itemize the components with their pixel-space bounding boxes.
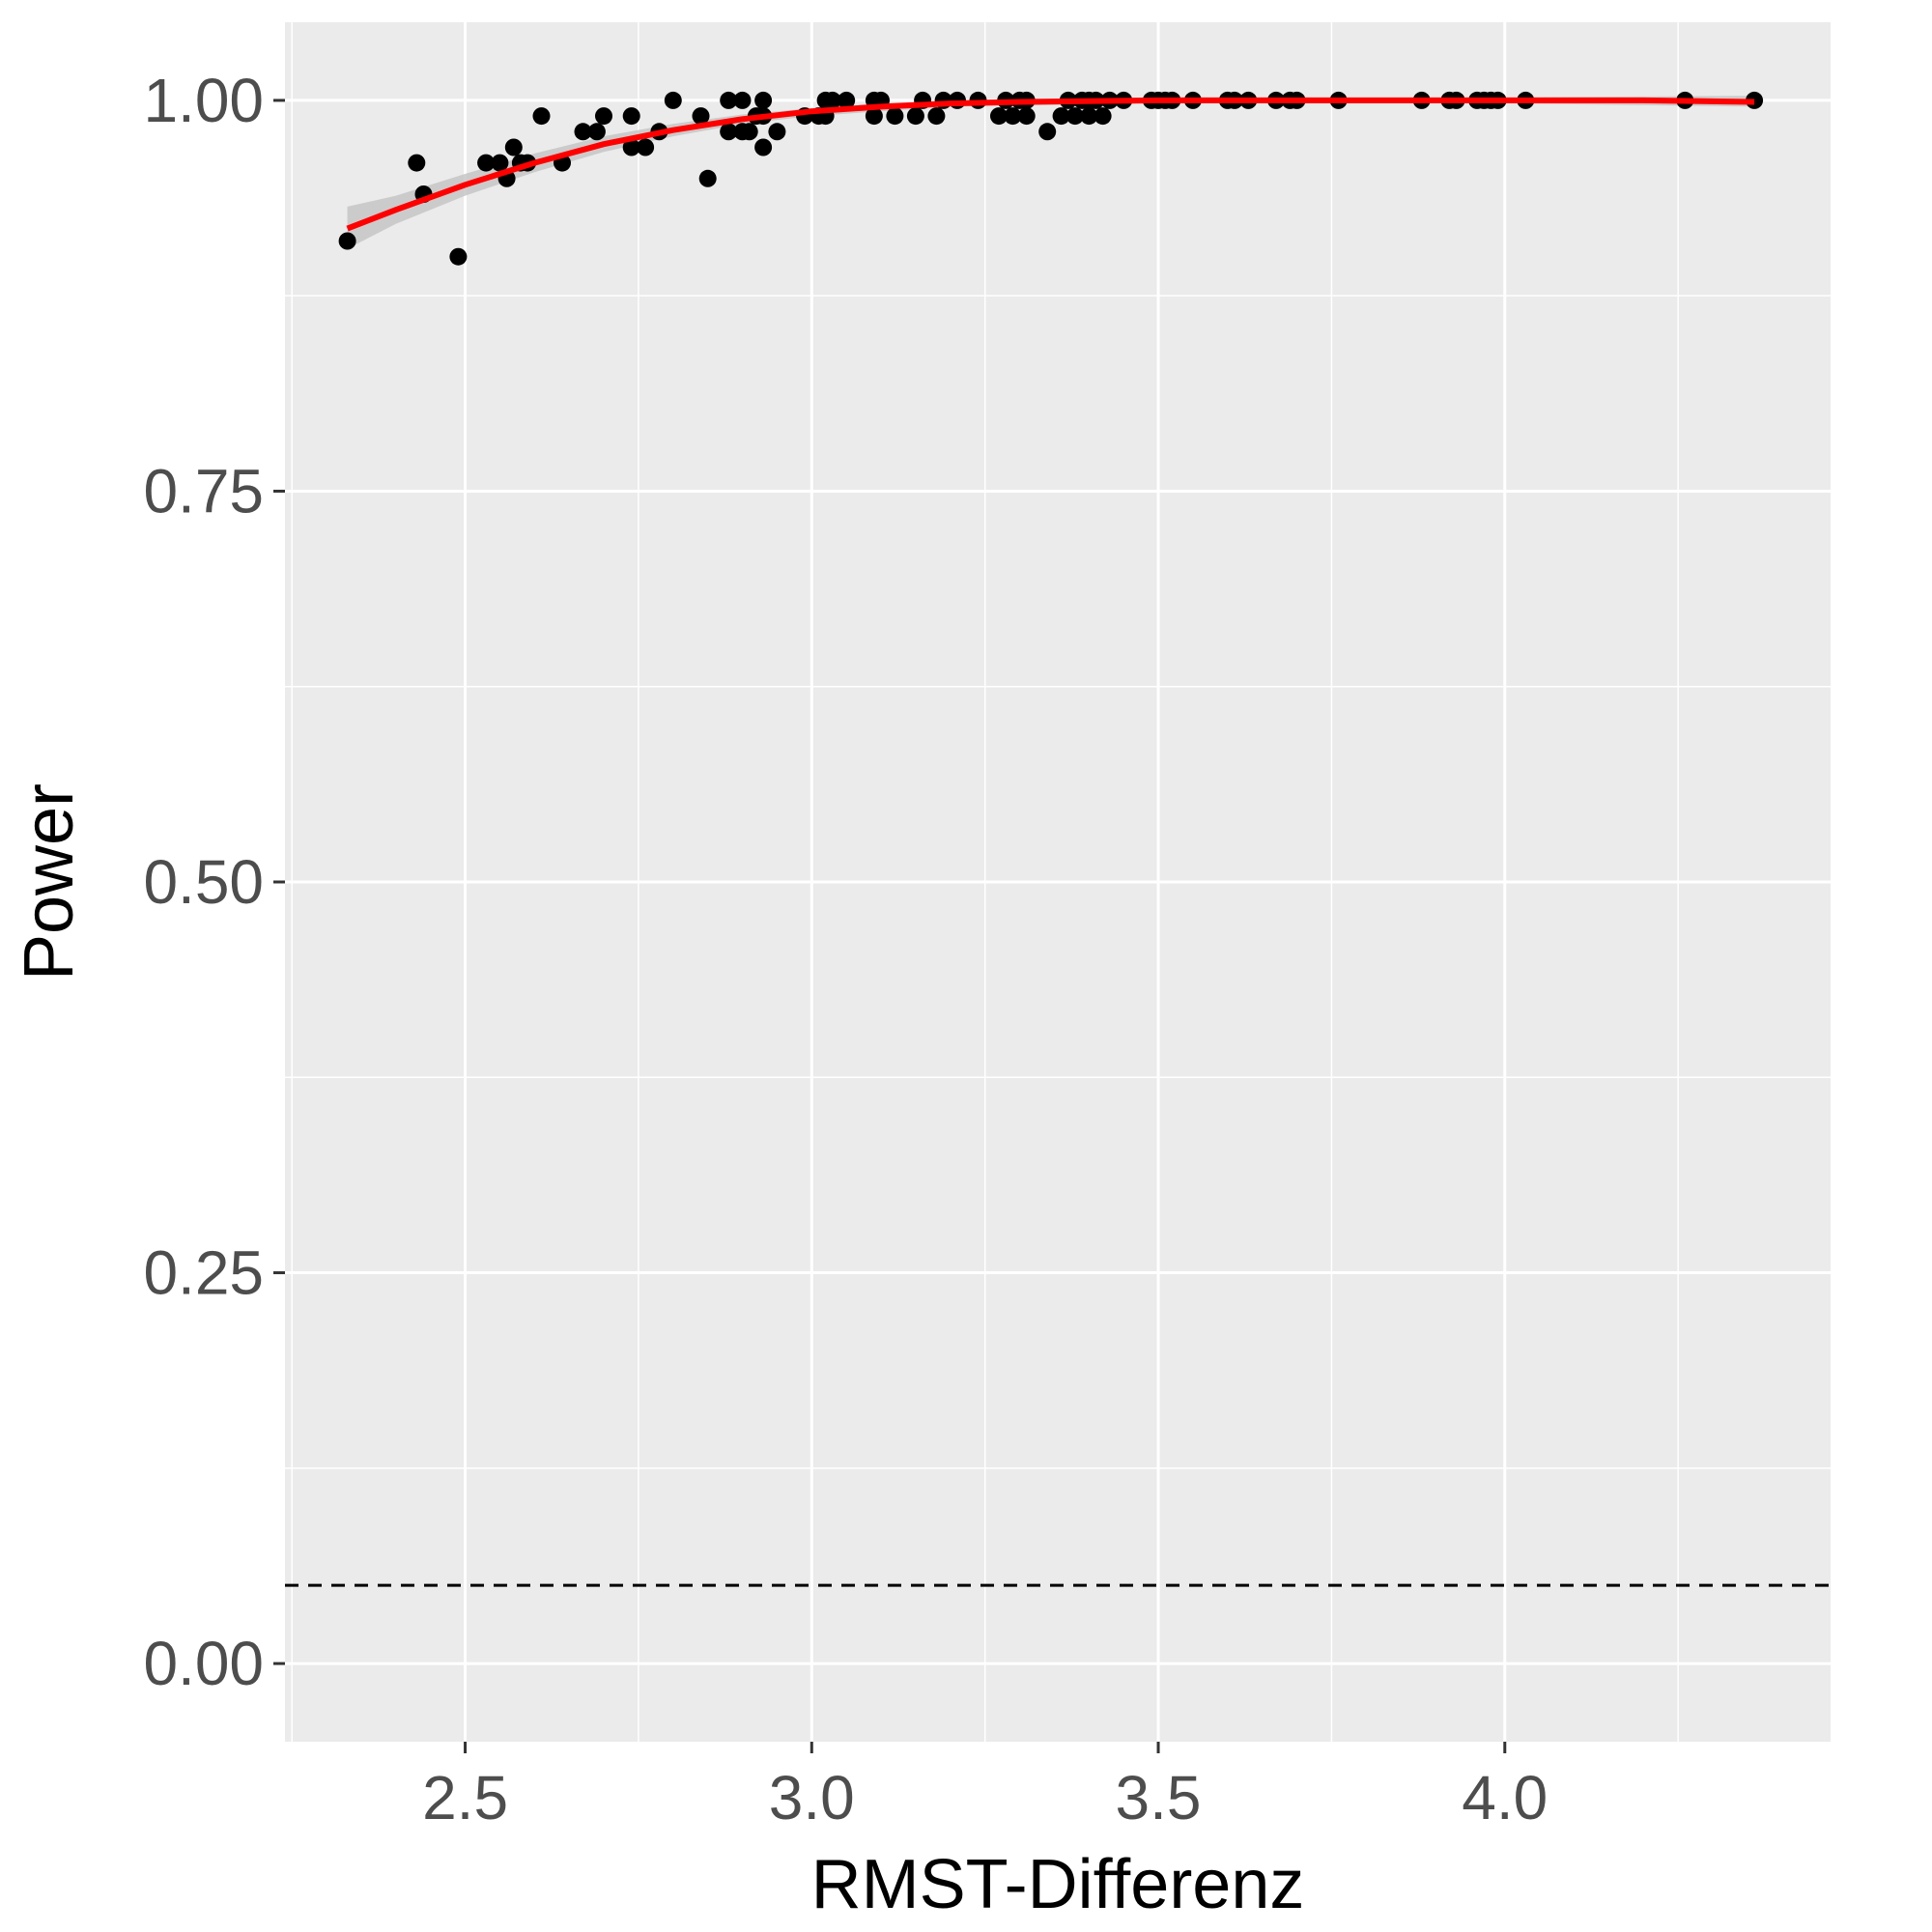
data-point — [768, 123, 786, 141]
data-point — [408, 154, 426, 172]
grid-major — [285, 22, 1831, 1742]
data-point — [338, 232, 356, 250]
data-point — [574, 123, 592, 141]
data-point — [733, 91, 752, 109]
y-axis-title: Power — [11, 783, 88, 980]
y-axis: 0.00 0.25 0.50 0.75 1.00 — [143, 66, 285, 1698]
data-point — [740, 123, 758, 141]
data-point — [532, 107, 551, 126]
data-point — [823, 91, 841, 109]
data-point — [595, 107, 612, 126]
x-axis-tick-label: 3.5 — [1116, 1763, 1202, 1833]
data-point — [906, 107, 924, 126]
x-axis-title: RMST-Differenz — [811, 1846, 1305, 1923]
data-point — [449, 247, 468, 266]
data-point — [720, 91, 738, 109]
data-point — [692, 107, 710, 126]
data-point — [720, 123, 738, 141]
data-point — [637, 138, 655, 156]
x-axis-tick-label: 4.0 — [1462, 1763, 1548, 1833]
data-point — [1017, 107, 1036, 126]
y-axis-tick-label: 0.75 — [143, 456, 264, 526]
data-point — [1065, 107, 1084, 126]
data-point — [754, 91, 773, 109]
data-point — [622, 107, 640, 126]
data-points — [338, 91, 1764, 266]
y-axis-tick-label: 0.00 — [143, 1629, 264, 1698]
data-point — [587, 123, 606, 141]
data-point — [1052, 107, 1070, 126]
data-point — [1038, 123, 1057, 141]
y-axis-tick-label: 0.50 — [143, 847, 264, 917]
data-point — [664, 91, 682, 109]
x-axis: 2.5 3.0 3.5 4.0 — [422, 1742, 1548, 1833]
data-point — [886, 107, 904, 126]
data-point — [927, 107, 946, 126]
x-axis-tick-label: 2.5 — [422, 1763, 508, 1833]
x-axis-tick-label: 3.0 — [769, 1763, 855, 1833]
data-point — [865, 107, 883, 126]
data-point — [622, 138, 640, 156]
data-point — [504, 138, 523, 156]
data-point — [838, 91, 856, 109]
data-point — [990, 107, 1008, 126]
smooth-line — [346, 97, 1755, 232]
y-axis-tick-label: 1.00 — [143, 66, 264, 135]
data-point — [1004, 107, 1022, 126]
data-point — [477, 154, 496, 172]
data-point — [698, 169, 717, 187]
data-point — [1094, 107, 1112, 126]
data-point — [491, 154, 509, 172]
data-point — [1080, 107, 1098, 126]
data-point — [754, 138, 773, 156]
y-axis-tick-label: 0.25 — [143, 1238, 264, 1308]
